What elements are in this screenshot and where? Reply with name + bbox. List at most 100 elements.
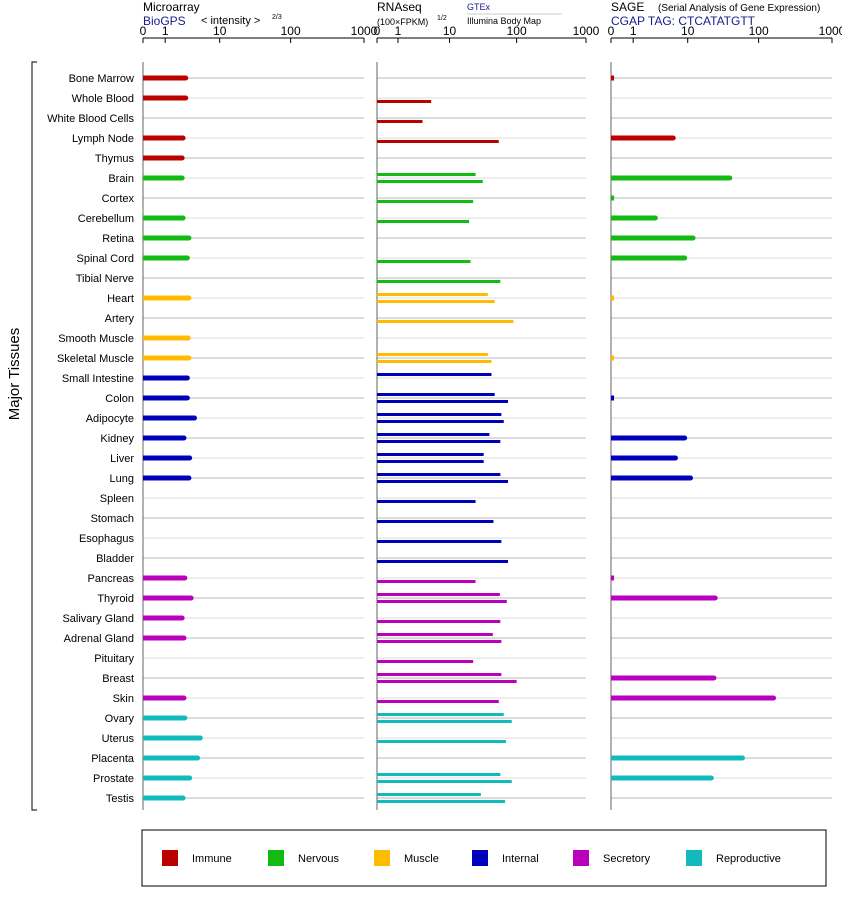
- rnaseq-ibm-bar: [377, 580, 476, 583]
- microarray-bar: [143, 135, 184, 141]
- legend-item-nervous: Nervous: [268, 850, 339, 866]
- microarray-bar: [143, 435, 184, 441]
- rna-tick-label: 10: [443, 24, 457, 38]
- sage-bar-cap: [687, 475, 693, 481]
- sage-bar-cap: [711, 675, 717, 681]
- microarray-bar-cap: [185, 335, 191, 341]
- tissue-label: Bone Marrow: [69, 73, 134, 85]
- sage-title: SAGE: [611, 0, 644, 14]
- microarray-bar-cap: [181, 435, 187, 441]
- rnaseq-gtex-bar: [377, 293, 488, 296]
- rnaseq-source-ibm: Illumina Body Map: [467, 16, 541, 26]
- rnaseq-ibm-bar: [377, 700, 499, 703]
- sage-bar: [611, 695, 774, 701]
- row-gridlines: [143, 77, 832, 799]
- tissue-label: Kidney: [100, 433, 134, 445]
- tissue-label: Cerebellum: [78, 213, 134, 225]
- microarray-bar: [143, 95, 186, 101]
- rnaseq-ibm-bar: [377, 120, 423, 123]
- microarray-bar-cap: [186, 475, 192, 481]
- microarray-bar-cap: [179, 615, 185, 621]
- legend-item-immune: Immune: [162, 850, 232, 866]
- rnaseq-ibm-bar: [377, 680, 517, 683]
- sage-bar: [611, 355, 615, 361]
- rnaseq-ibm-bar: [377, 600, 507, 603]
- rnaseq-ibm-bar: [377, 360, 492, 363]
- rnaseq-gtex-bar: [377, 473, 501, 476]
- legend-swatch: [472, 850, 488, 866]
- microarray-bar-cap: [187, 455, 193, 461]
- sage-bar-cap: [727, 175, 733, 181]
- tissue-label: Cortex: [102, 193, 135, 205]
- rnaseq-gtex-bar: [377, 793, 481, 796]
- microarray-bar: [143, 415, 195, 421]
- micro-tick-label: 10: [213, 24, 227, 38]
- rnaseq-gtex-bar: [377, 393, 495, 396]
- tissue-label: Lung: [110, 473, 134, 485]
- microarray-bar: [143, 335, 189, 341]
- microarray-bar: [143, 635, 184, 641]
- microarray-bar-cap: [188, 595, 194, 601]
- sage-bar: [611, 435, 685, 441]
- rnaseq-gtex-bar: [377, 413, 502, 416]
- sage-bar: [611, 255, 685, 261]
- rnaseq-ibm-bar: [377, 520, 494, 523]
- sage-bar: [611, 295, 615, 301]
- rna-tick-label: 100: [507, 24, 527, 38]
- sage-tick-label: 1000: [819, 24, 842, 38]
- sage-bar-cap: [682, 435, 688, 441]
- tissue-label: Salivary Gland: [62, 613, 134, 625]
- microarray-bar: [143, 755, 198, 761]
- tissue-label: Pituitary: [94, 653, 134, 665]
- rnaseq-gtex-bar: [377, 593, 500, 596]
- rnaseq-ibm-bar: [377, 560, 509, 563]
- rnaseq-gtex-bar: [377, 373, 492, 376]
- tissue-label: Breast: [102, 673, 134, 685]
- microarray-bar-cap: [183, 75, 189, 81]
- rnaseq-title: RNAseq: [377, 0, 422, 14]
- sage-title-note: (Serial Analysis of Gene Expression): [658, 3, 820, 14]
- rnaseq-ibm-bar: [377, 420, 504, 423]
- rnaseq-ibm-bar: [377, 320, 514, 323]
- sage-bar: [611, 775, 712, 781]
- rna-tick-label: 1: [395, 24, 402, 38]
- micro-tick-label: 1000: [351, 24, 378, 38]
- sage-tag-line: CGAP TAG: CTCATATGTT: [611, 14, 756, 28]
- rnaseq-ibm-bar: [377, 460, 484, 463]
- rnaseq-ibm-bar: [377, 780, 512, 783]
- microarray-bar-cap: [183, 95, 189, 101]
- microarray-bar-cap: [186, 235, 192, 241]
- microarray-bar: [143, 795, 184, 801]
- tissue-label: Colon: [105, 393, 134, 405]
- rna-tick-label: 0: [374, 24, 381, 38]
- rnaseq-ibm-bar: [377, 740, 506, 743]
- microarray-bar-cap: [179, 155, 185, 161]
- rnaseq-gtex-bar: [377, 433, 490, 436]
- sage-bar: [611, 675, 714, 681]
- sage-bar-cap: [690, 235, 696, 241]
- sage-bar-cap: [682, 255, 688, 261]
- rnaseq-ibm-bar: [377, 400, 509, 403]
- tissue-label: Heart: [107, 293, 134, 305]
- tissue-label: Uterus: [102, 733, 135, 745]
- tissue-label: Thyroid: [97, 593, 134, 605]
- sage-bar-cap: [740, 755, 746, 761]
- tissue-label: Tibial Nerve: [76, 273, 134, 285]
- legend-label: Secretory: [603, 853, 651, 865]
- sage-bar-cap: [652, 215, 658, 221]
- sage-bar: [611, 575, 615, 581]
- rnaseq-gtex-bar: [377, 353, 488, 356]
- tissue-label: Esophagus: [79, 533, 135, 545]
- microarray-bar-cap: [195, 755, 201, 761]
- micro-tick-label: 100: [281, 24, 301, 38]
- legend-swatch: [374, 850, 390, 866]
- microarray-bar-cap: [184, 375, 190, 381]
- rnaseq-gtex-bar: [377, 173, 476, 176]
- rnaseq-ibm-bar: [377, 620, 501, 623]
- tissue-label: Bladder: [96, 553, 134, 565]
- tissue-label: Small Intestine: [62, 373, 134, 385]
- microarray-bar: [143, 695, 184, 701]
- legend-item-internal: Internal: [472, 850, 539, 866]
- sage-bar-cap: [708, 775, 714, 781]
